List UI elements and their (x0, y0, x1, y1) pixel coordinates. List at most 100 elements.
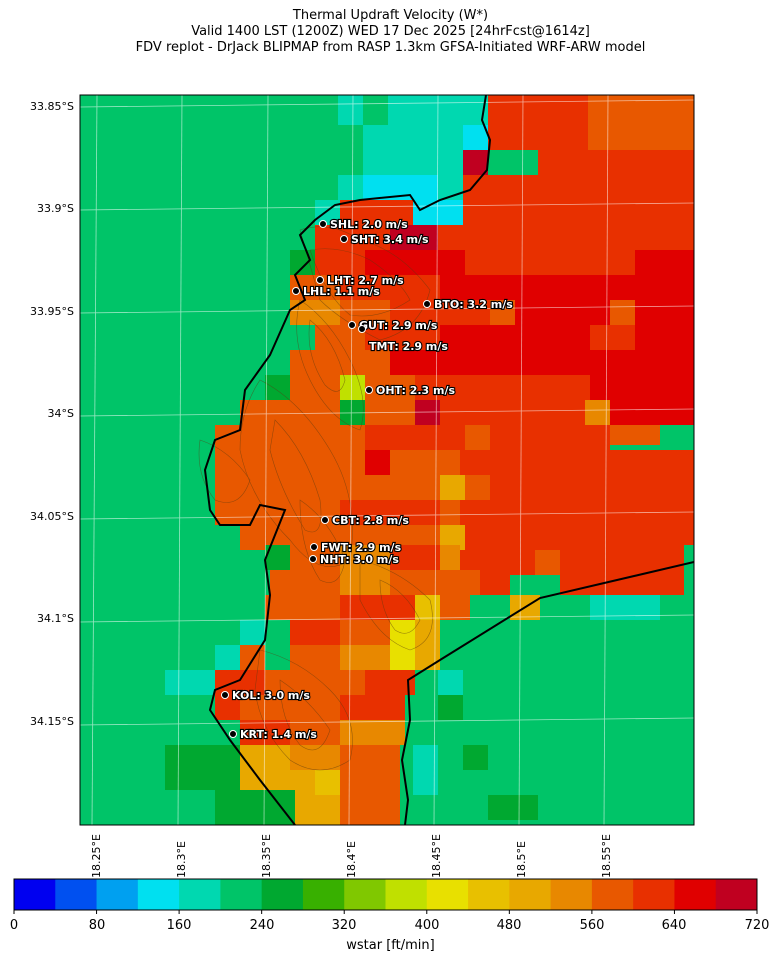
wstar-cell (538, 150, 694, 200)
site-label: SHT: 3.4 m/s (351, 233, 429, 246)
wstar-cell (440, 325, 590, 350)
colorbar-swatch (261, 879, 304, 910)
wstar-cell (440, 545, 460, 570)
site-label: GUT: 2.9 m/s (359, 319, 438, 332)
wstar-cell (363, 125, 388, 150)
colorbar-swatch (426, 879, 469, 910)
wstar-cell (588, 95, 694, 150)
wstar-cell (684, 545, 694, 570)
wstar-cell (535, 550, 560, 575)
wstar-cell (290, 275, 340, 300)
site-dot (221, 691, 229, 699)
colorbar-swatch (220, 879, 263, 910)
lat-label: 33.95°S (30, 305, 74, 318)
wstar-cell (440, 500, 460, 525)
wstar-cell (610, 425, 660, 445)
site-marker-gut: GUT: 2.9 m/s (348, 318, 439, 333)
site-dot (348, 321, 356, 329)
wstar-cell (240, 720, 290, 745)
wstar-cell (340, 275, 440, 300)
wstar-cell (265, 375, 290, 400)
wstar-cell (345, 475, 440, 500)
colorbar-tick: 480 (496, 918, 522, 933)
wstar-cell (488, 95, 538, 125)
wstar-cell (290, 745, 340, 770)
wstar-cell (363, 95, 388, 125)
chart-title: Thermal Updraft Velocity (W*) Valid 1400… (0, 8, 781, 56)
colorbar-swatch (55, 879, 98, 910)
colorbar-swatch (14, 879, 56, 910)
colorbar (13, 878, 758, 914)
wstar-cell (480, 570, 510, 595)
site-marker-lhl: LHL: 1.1 m/s (292, 284, 381, 299)
colorbar-swatch (509, 879, 552, 910)
wstar-cell (315, 325, 365, 350)
wstar-cell (440, 275, 635, 300)
wstar-cell (215, 695, 240, 720)
site-marker-fwt: FWT: 2.9 m/s (310, 540, 403, 555)
wstar-cell (635, 250, 694, 300)
colorbar-swatch (468, 879, 510, 910)
site-label: FWT: 2.9 m/s (321, 541, 402, 554)
site-dot (358, 325, 366, 333)
coastline (203, 95, 492, 825)
wstar-cell (340, 545, 390, 570)
site-dot (292, 287, 300, 295)
lon-label: 18.25°E (90, 834, 103, 878)
wstar-cell (315, 770, 340, 795)
site-dot (316, 276, 324, 284)
lat-label: 34.05°S (30, 510, 74, 523)
lat-label: 33.85°S (30, 100, 74, 113)
wstar-cell (390, 350, 590, 375)
site-marker-tmt: TMT: 2.9 m/s (358, 325, 449, 354)
wstar-cell (215, 645, 240, 670)
colorbar-swatch (633, 879, 675, 910)
site-marker-bto: BTO: 3.2 m/s (423, 297, 514, 312)
lon-label: 18.5°E (515, 841, 528, 878)
colorbar-tick: 320 (331, 918, 357, 933)
colorbar-tick: 80 (88, 918, 106, 933)
wstar-cell (415, 595, 440, 620)
wstar-cell (315, 250, 365, 275)
site-dot (319, 220, 327, 228)
wstar-cell (165, 745, 240, 790)
site-marker-cbt: CBT: 2.8 m/s (321, 513, 410, 528)
wstar-cell (215, 475, 345, 500)
wstar-cell (340, 795, 400, 825)
wstar-cell (390, 620, 415, 645)
site-dot (423, 300, 431, 308)
lon-label: 18.55°E (600, 834, 613, 878)
title-line-2: Valid 1400 LST (1200Z) WED 17 Dec 2025 [… (191, 24, 590, 39)
wstar-cell (440, 570, 480, 595)
wstar-cell (438, 95, 488, 125)
wstar-cell (340, 450, 365, 475)
lat-label: 33.9°S (37, 202, 74, 215)
site-label: KOL: 3.0 m/s (232, 689, 310, 702)
wstar-cell (340, 720, 405, 745)
wstar-cell (388, 125, 463, 150)
wstar-cell (340, 770, 400, 795)
site-marker-lht: LHT: 2.7 m/s (316, 273, 405, 288)
wstar-cell (290, 595, 340, 620)
site-label: OHT: 2.3 m/s (376, 384, 455, 397)
colorbar-title: wstar [ft/min] (346, 938, 435, 953)
colorbar-tick: 560 (579, 918, 605, 933)
wstar-cell (538, 200, 694, 250)
wstar-cell (660, 300, 694, 350)
wstar-field (80, 95, 694, 825)
wstar-cell (340, 300, 390, 325)
wstar-cell (465, 425, 490, 450)
wstar-cell (165, 670, 215, 695)
wstar-cell (463, 200, 538, 225)
colorbar-tick: 720 (744, 918, 770, 933)
wstar-cell (438, 225, 538, 250)
colorbar-swatch (137, 879, 180, 910)
site-dot (340, 235, 348, 243)
wstar-cell (488, 150, 538, 175)
colorbar-swatch (591, 879, 634, 910)
wstar-cell (515, 300, 610, 325)
wstar-cell (290, 645, 340, 670)
site-label: SHL: 2.0 m/s (330, 218, 408, 231)
wstar-cell (463, 175, 538, 200)
